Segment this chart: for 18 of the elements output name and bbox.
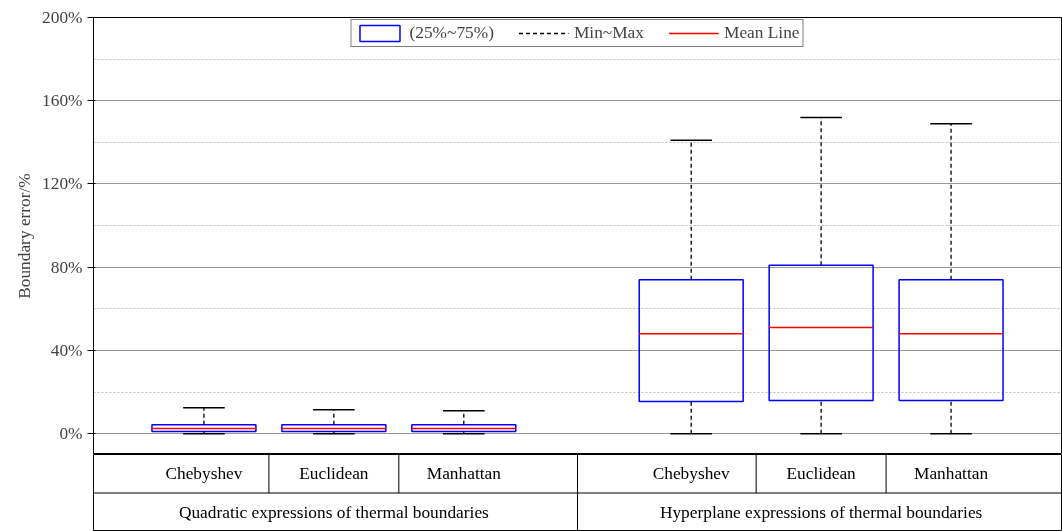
legend-label: (25%~75%) [409, 23, 494, 43]
text: Hyperplane expressions of thermal boundaries [659, 502, 983, 522]
y-tick-label: 120% [42, 174, 83, 194]
x-tick-label: Manhattan [914, 464, 989, 484]
x-tick-label: Manhattan [426, 464, 502, 484]
annotation: Min~Max [573, 23, 644, 43]
annotation: Mean Line [723, 23, 800, 43]
y-tick-label: 0% [59, 424, 83, 444]
y-tick-label: 40% [50, 340, 83, 360]
y-tick-label: 80% [50, 257, 83, 277]
x-tick-label: Euclidean [299, 464, 369, 484]
y-tick-label: 200% [42, 8, 83, 27]
text: Quadratic expressions of thermal boundaries [178, 502, 490, 522]
x-tick-label: Chebyshev [165, 464, 243, 484]
y-axis-title: Boundary error/% [15, 173, 35, 299]
x-tick-label: Chebyshev [652, 464, 731, 484]
x-tick-label: Euclidean [786, 464, 857, 484]
y-tick-label: 160% [42, 91, 83, 111]
